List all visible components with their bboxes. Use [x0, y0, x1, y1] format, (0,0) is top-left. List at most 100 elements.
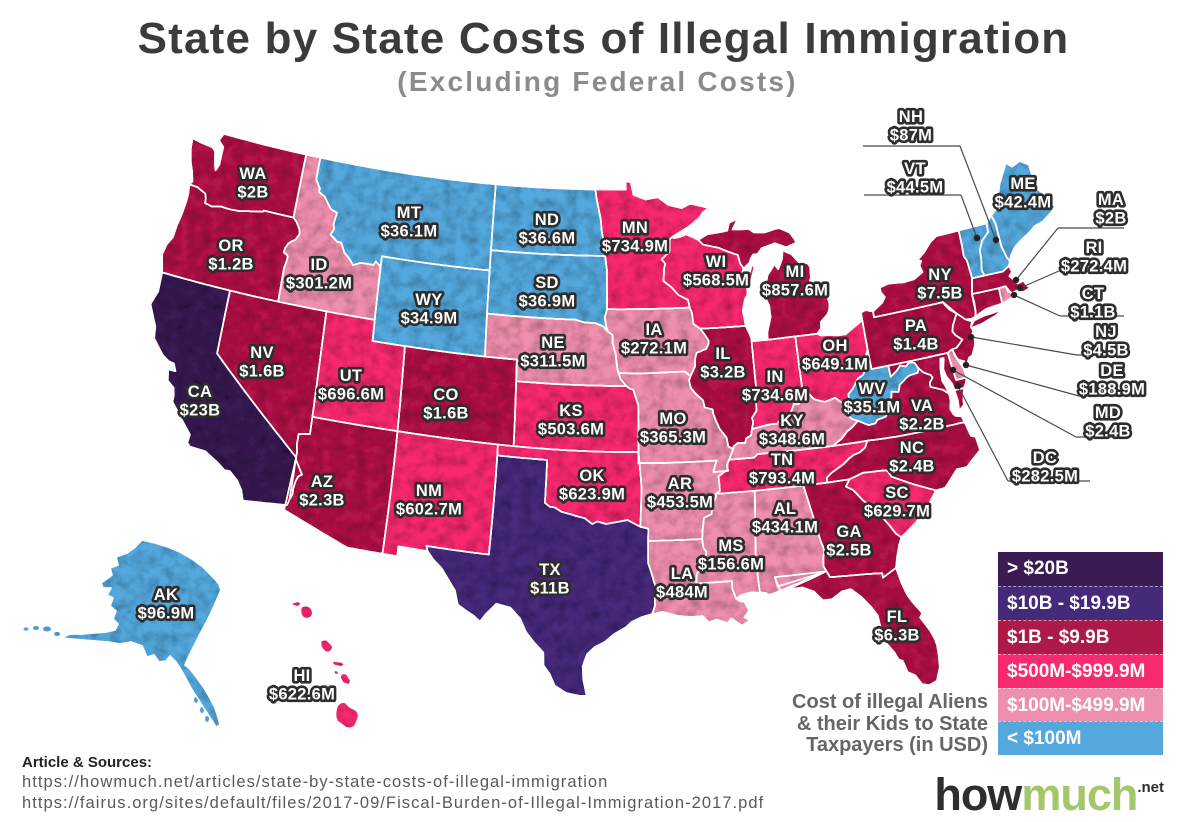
svg-text:$42.4M: $42.4M	[995, 193, 1052, 211]
svg-text:MD: MD	[1095, 404, 1121, 422]
svg-text:$34.9M: $34.9M	[401, 309, 458, 327]
svg-text:$11B: $11B	[530, 579, 570, 597]
svg-text:NM: NM	[416, 482, 442, 500]
svg-text:$734.9M: $734.9M	[602, 237, 668, 255]
svg-text:MT: MT	[397, 204, 421, 222]
svg-text:CA: CA	[188, 383, 212, 401]
svg-text:NC: NC	[900, 439, 924, 457]
svg-text:LA: LA	[671, 565, 694, 583]
svg-text:$348.6M: $348.6M	[759, 430, 825, 448]
svg-text:AK: AK	[154, 586, 178, 604]
svg-text:WI: WI	[706, 253, 727, 271]
svg-text:MI: MI	[786, 263, 805, 281]
svg-text:$1.2B: $1.2B	[208, 255, 254, 273]
svg-text:FL: FL	[887, 608, 908, 626]
svg-text:$301.2M: $301.2M	[286, 274, 352, 292]
svg-text:$649.1M: $649.1M	[802, 355, 868, 373]
svg-text:$6.3B: $6.3B	[874, 626, 920, 644]
svg-text:$622.6M: $622.6M	[269, 685, 335, 703]
svg-text:AZ: AZ	[311, 473, 334, 491]
svg-text:GA: GA	[836, 523, 861, 541]
svg-text:$282.5M: $282.5M	[1012, 467, 1078, 485]
svg-text:HI: HI	[293, 667, 310, 685]
svg-text:WY: WY	[415, 291, 442, 309]
svg-text:NE: NE	[541, 334, 565, 352]
svg-text:IA: IA	[645, 321, 662, 339]
svg-text:$734.6M: $734.6M	[742, 386, 808, 404]
svg-text:MA: MA	[1098, 191, 1124, 209]
svg-text:$36.6M: $36.6M	[519, 229, 576, 247]
svg-text:KY: KY	[780, 412, 804, 430]
svg-text:$696.6M: $696.6M	[318, 385, 384, 403]
svg-text:$2B: $2B	[1095, 209, 1126, 227]
svg-text:OH: OH	[822, 337, 847, 355]
svg-text:IL: IL	[715, 345, 730, 363]
svg-text:SD: SD	[535, 274, 559, 292]
svg-text:PA: PA	[905, 317, 927, 335]
svg-text:IN: IN	[766, 368, 783, 386]
svg-text:$23B: $23B	[180, 401, 221, 419]
svg-text:KS: KS	[559, 402, 583, 420]
svg-text:$87M: $87M	[890, 126, 932, 144]
svg-text:$1.1B: $1.1B	[1070, 303, 1116, 321]
svg-text:NV: NV	[250, 344, 274, 362]
svg-text:$2B: $2B	[237, 183, 268, 201]
svg-text:ID: ID	[310, 256, 327, 274]
svg-text:CO: CO	[433, 386, 458, 404]
svg-text:DC: DC	[1033, 449, 1057, 467]
svg-text:$434.1M: $434.1M	[752, 518, 818, 536]
svg-text:$96.9M: $96.9M	[138, 604, 195, 622]
svg-text:TX: TX	[539, 561, 561, 579]
svg-text:AR: AR	[668, 475, 692, 493]
svg-text:$629.7M: $629.7M	[864, 502, 930, 520]
svg-text:NH: NH	[899, 108, 923, 126]
svg-text:$1.6B: $1.6B	[239, 362, 285, 380]
svg-text:$188.9M: $188.9M	[1079, 380, 1145, 398]
svg-text:ME: ME	[1010, 175, 1035, 193]
svg-text:MN: MN	[622, 219, 648, 237]
svg-text:$623.9M: $623.9M	[559, 485, 625, 503]
svg-text:OR: OR	[218, 237, 243, 255]
svg-text:MO: MO	[659, 410, 686, 428]
svg-text:$272.4M: $272.4M	[1061, 257, 1127, 275]
svg-text:$44.5M: $44.5M	[887, 178, 944, 196]
svg-text:$2.4B: $2.4B	[889, 457, 935, 475]
svg-text:NJ: NJ	[1095, 323, 1117, 341]
svg-text:$272.1M: $272.1M	[621, 339, 687, 357]
svg-text:$453.5M: $453.5M	[647, 493, 713, 511]
svg-text:UT: UT	[340, 367, 363, 385]
svg-text:$4.5B: $4.5B	[1083, 341, 1129, 359]
svg-text:$7.5B: $7.5B	[917, 284, 963, 302]
svg-text:VA: VA	[911, 397, 933, 415]
svg-text:$2.2B: $2.2B	[899, 415, 945, 433]
svg-text:$2.3B: $2.3B	[299, 491, 345, 509]
svg-text:DE: DE	[1100, 362, 1124, 380]
svg-text:CT: CT	[1082, 285, 1105, 303]
svg-text:$2.5B: $2.5B	[826, 541, 872, 559]
svg-text:$35.1M: $35.1M	[844, 398, 901, 416]
svg-text:NY: NY	[928, 266, 952, 284]
svg-text:WA: WA	[239, 165, 266, 183]
svg-text:MS: MS	[718, 537, 743, 555]
svg-text:$36.1M: $36.1M	[381, 222, 438, 240]
svg-text:SC: SC	[885, 484, 909, 502]
svg-text:ND: ND	[535, 211, 559, 229]
svg-text:$857.6M: $857.6M	[762, 281, 828, 299]
svg-text:$311.5M: $311.5M	[520, 352, 585, 370]
svg-text:VT: VT	[904, 160, 926, 178]
svg-text:$2.4B: $2.4B	[1085, 422, 1131, 440]
svg-text:AL: AL	[774, 500, 797, 518]
svg-text:$36.9M: $36.9M	[519, 292, 576, 310]
svg-text:$793.4M: $793.4M	[749, 469, 815, 487]
svg-text:RI: RI	[1085, 239, 1102, 257]
svg-text:$503.6M: $503.6M	[538, 420, 604, 438]
svg-text:OK: OK	[579, 467, 604, 485]
svg-text:$156.6M: $156.6M	[698, 555, 764, 573]
svg-text:$3.2B: $3.2B	[700, 363, 746, 381]
svg-text:TN: TN	[771, 451, 794, 469]
svg-text:$484M: $484M	[656, 583, 708, 601]
svg-text:$1.6B: $1.6B	[423, 404, 469, 422]
svg-text:$365.3M: $365.3M	[640, 428, 706, 446]
svg-text:$1.4B: $1.4B	[893, 335, 939, 353]
svg-text:$568.5M: $568.5M	[683, 271, 749, 289]
